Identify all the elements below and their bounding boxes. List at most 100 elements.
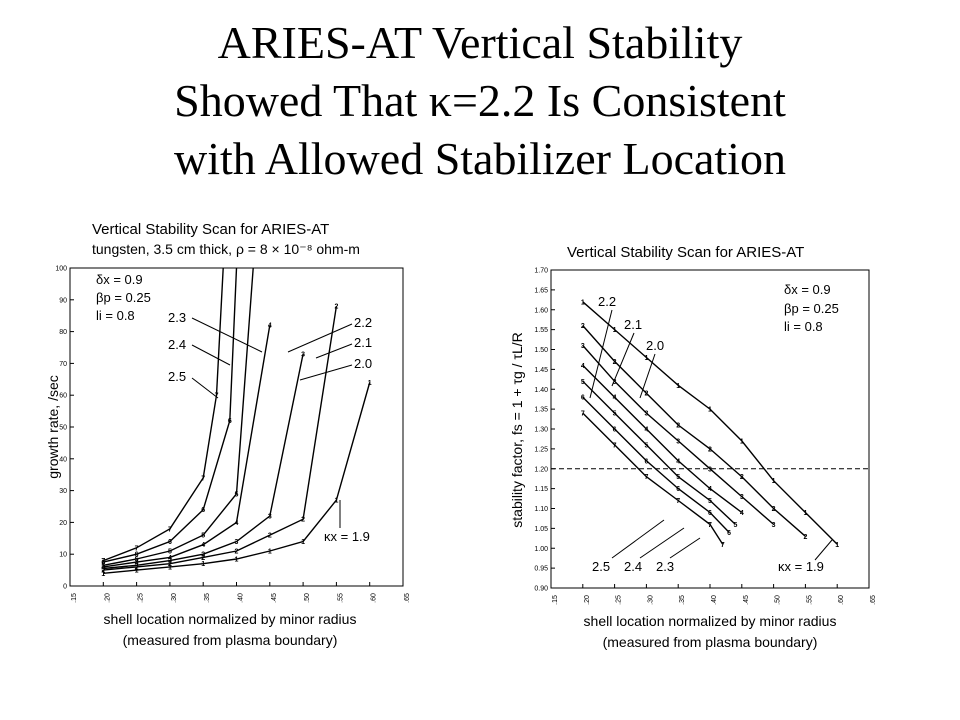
left-x-tick-label: .60: [371, 593, 378, 603]
right-callout-leader: [639, 353, 656, 399]
right-point-marker: 2: [581, 323, 585, 330]
right-point-marker: 2: [613, 359, 617, 366]
right-point-marker: 1: [581, 299, 585, 306]
right-x-ticks: .15 .20 .25 .30 .35 .40 .45 .50 .55 .60 .65: [550, 584, 877, 605]
right-point-marker: 3: [772, 522, 776, 529]
left-point-marker: 4: [268, 323, 272, 330]
left-chart: Vertical Stability Scan for ARIES-AT tun…: [45, 221, 411, 648]
left-series-label: 2.5: [168, 369, 186, 384]
right-series-6: 6 6 6 6 6 6: [581, 395, 731, 537]
left-series-line: [103, 353, 304, 570]
right-series-label: 2.0: [646, 338, 664, 353]
right-x-tick-label: .50: [775, 595, 782, 605]
left-point-marker: 3: [268, 514, 272, 521]
right-series-line: [582, 364, 743, 514]
right-point-marker: 7: [644, 474, 648, 481]
right-point-marker: 2: [708, 446, 712, 453]
right-point-marker: 1: [708, 407, 712, 414]
left-y-tick-label: 100: [55, 266, 67, 273]
left-point-marker: 2: [268, 533, 272, 540]
left-series-5: 5 5 5 5 5: [101, 267, 254, 570]
left-point-marker: 2: [334, 304, 338, 311]
right-point-marker: 5: [708, 498, 712, 505]
right-point-marker: 2: [803, 534, 807, 541]
left-y-tick-label: 60: [59, 393, 67, 400]
left-point-marker: 3: [135, 563, 139, 570]
right-param-li: li = 0.8: [784, 319, 823, 334]
right-y-tick-label: 1.50: [534, 347, 548, 354]
title-line-1: ARIES-AT Vertical Stability: [217, 17, 743, 68]
right-x-tick-label: .20: [584, 595, 591, 605]
left-callout-leader: [315, 343, 353, 359]
right-point-marker: 2: [676, 423, 680, 430]
left-series-label: 2.1: [354, 335, 372, 350]
right-series-1: 1 1 1 1 1 1 1 1 1: [581, 299, 839, 548]
right-series-line: [582, 380, 736, 525]
left-x-axis-label: shell location normalized by minor radiu…: [104, 611, 357, 627]
left-callout-leader: [191, 344, 231, 366]
right-point-marker: 4: [708, 486, 712, 493]
right-series-3: 3 3 3 3 3 3 3: [581, 343, 776, 529]
right-point-marker: 1: [835, 542, 839, 549]
left-point-marker: 6: [201, 507, 205, 514]
left-point-marker: 2: [235, 549, 239, 556]
right-series-label: 2.1: [624, 317, 642, 332]
right-y-tick-label: 1.05: [534, 526, 548, 533]
left-point-marker: 1: [334, 498, 338, 505]
right-point-marker: 7: [708, 522, 712, 529]
left-callouts: 2.3 2.4 2.5 2.2 2.1 2.0 κx = 1.9: [168, 310, 372, 544]
left-series-line: [103, 267, 238, 563]
left-series-4: 4 4 4 4 4 4: [101, 323, 271, 572]
right-point-marker: 7: [613, 442, 617, 449]
right-point-marker: 3: [644, 411, 648, 418]
left-series-3: 3 3 3 3 3 3 3: [101, 351, 305, 573]
right-series-group: 1111111112222222233333334444445555556666…: [581, 299, 839, 548]
right-series-line: [582, 396, 730, 533]
left-series-label: 2.3: [168, 310, 186, 325]
left-y-axis-label: growth rate, /sec: [45, 375, 61, 479]
right-series-4: 4 4 4 4 4 4: [581, 363, 744, 517]
right-x-tick-label: .25: [616, 595, 623, 605]
left-x-tick-label: .40: [238, 593, 245, 603]
title-line-2: Showed That κ=2.2 Is Consistent: [174, 75, 786, 126]
left-point-marker: 7: [201, 475, 205, 482]
right-point-marker: 6: [644, 458, 648, 465]
left-series-label: 2.0: [354, 356, 372, 371]
left-point-marker: 1: [235, 556, 239, 563]
left-point-marker: 1: [368, 380, 372, 387]
left-series-6: 6 6 6 6 6: [101, 267, 238, 567]
right-point-marker: 6: [727, 530, 731, 537]
left-point-marker: 6: [168, 539, 172, 546]
left-point-marker: 2: [101, 568, 105, 575]
right-point-marker: 3: [676, 438, 680, 445]
right-y-tick-label: 1.20: [534, 466, 548, 473]
left-series-7: 7 7 7 7 7: [101, 267, 224, 565]
left-series-label: 2.4: [168, 337, 186, 352]
left-point-marker: 6: [101, 560, 105, 567]
right-x-tick-label: .45: [743, 595, 750, 605]
left-y-tick-label: 70: [59, 361, 67, 368]
left-y-ticks: 0 10 20 30 40 50 60 70 80 90 100: [55, 266, 74, 591]
left-series-2: 2 2 2 2 2 2 2 2: [101, 304, 338, 575]
left-series-1: 1 1 1 1 1 1 1 1 1: [101, 380, 371, 578]
left-series-label: κx = 1.9: [324, 529, 370, 544]
right-x-tick-label: .15: [552, 595, 559, 605]
left-point-marker: 5: [168, 549, 172, 556]
left-x-ticks: .15 .20 .25 .30 .35 .40 .45 .50 .55 .60 .65: [69, 582, 411, 603]
right-callout-leader: [589, 309, 613, 399]
right-callout-leader: [814, 539, 833, 561]
left-series-line: [103, 306, 338, 571]
right-point-marker: 4: [676, 458, 680, 465]
right-chart-title: Vertical Stability Scan for ARIES-AT: [567, 244, 804, 261]
right-y-tick-label: 1.65: [534, 287, 548, 294]
right-series-5: 5 5 5 5 5 5: [581, 379, 738, 529]
right-series-line: [582, 345, 775, 525]
right-point-marker: 6: [708, 510, 712, 517]
right-point-marker: 7: [581, 411, 585, 418]
left-param-beta: βp = 0.25: [96, 290, 151, 305]
right-y-tick-label: 0.95: [534, 566, 548, 573]
right-y-tick-label: 1.25: [534, 446, 548, 453]
right-x-axis-label-2: (measured from plasma boundary): [603, 634, 818, 650]
right-chart: Vertical Stability Scan for ARIES-AT 0.9…: [509, 244, 877, 650]
